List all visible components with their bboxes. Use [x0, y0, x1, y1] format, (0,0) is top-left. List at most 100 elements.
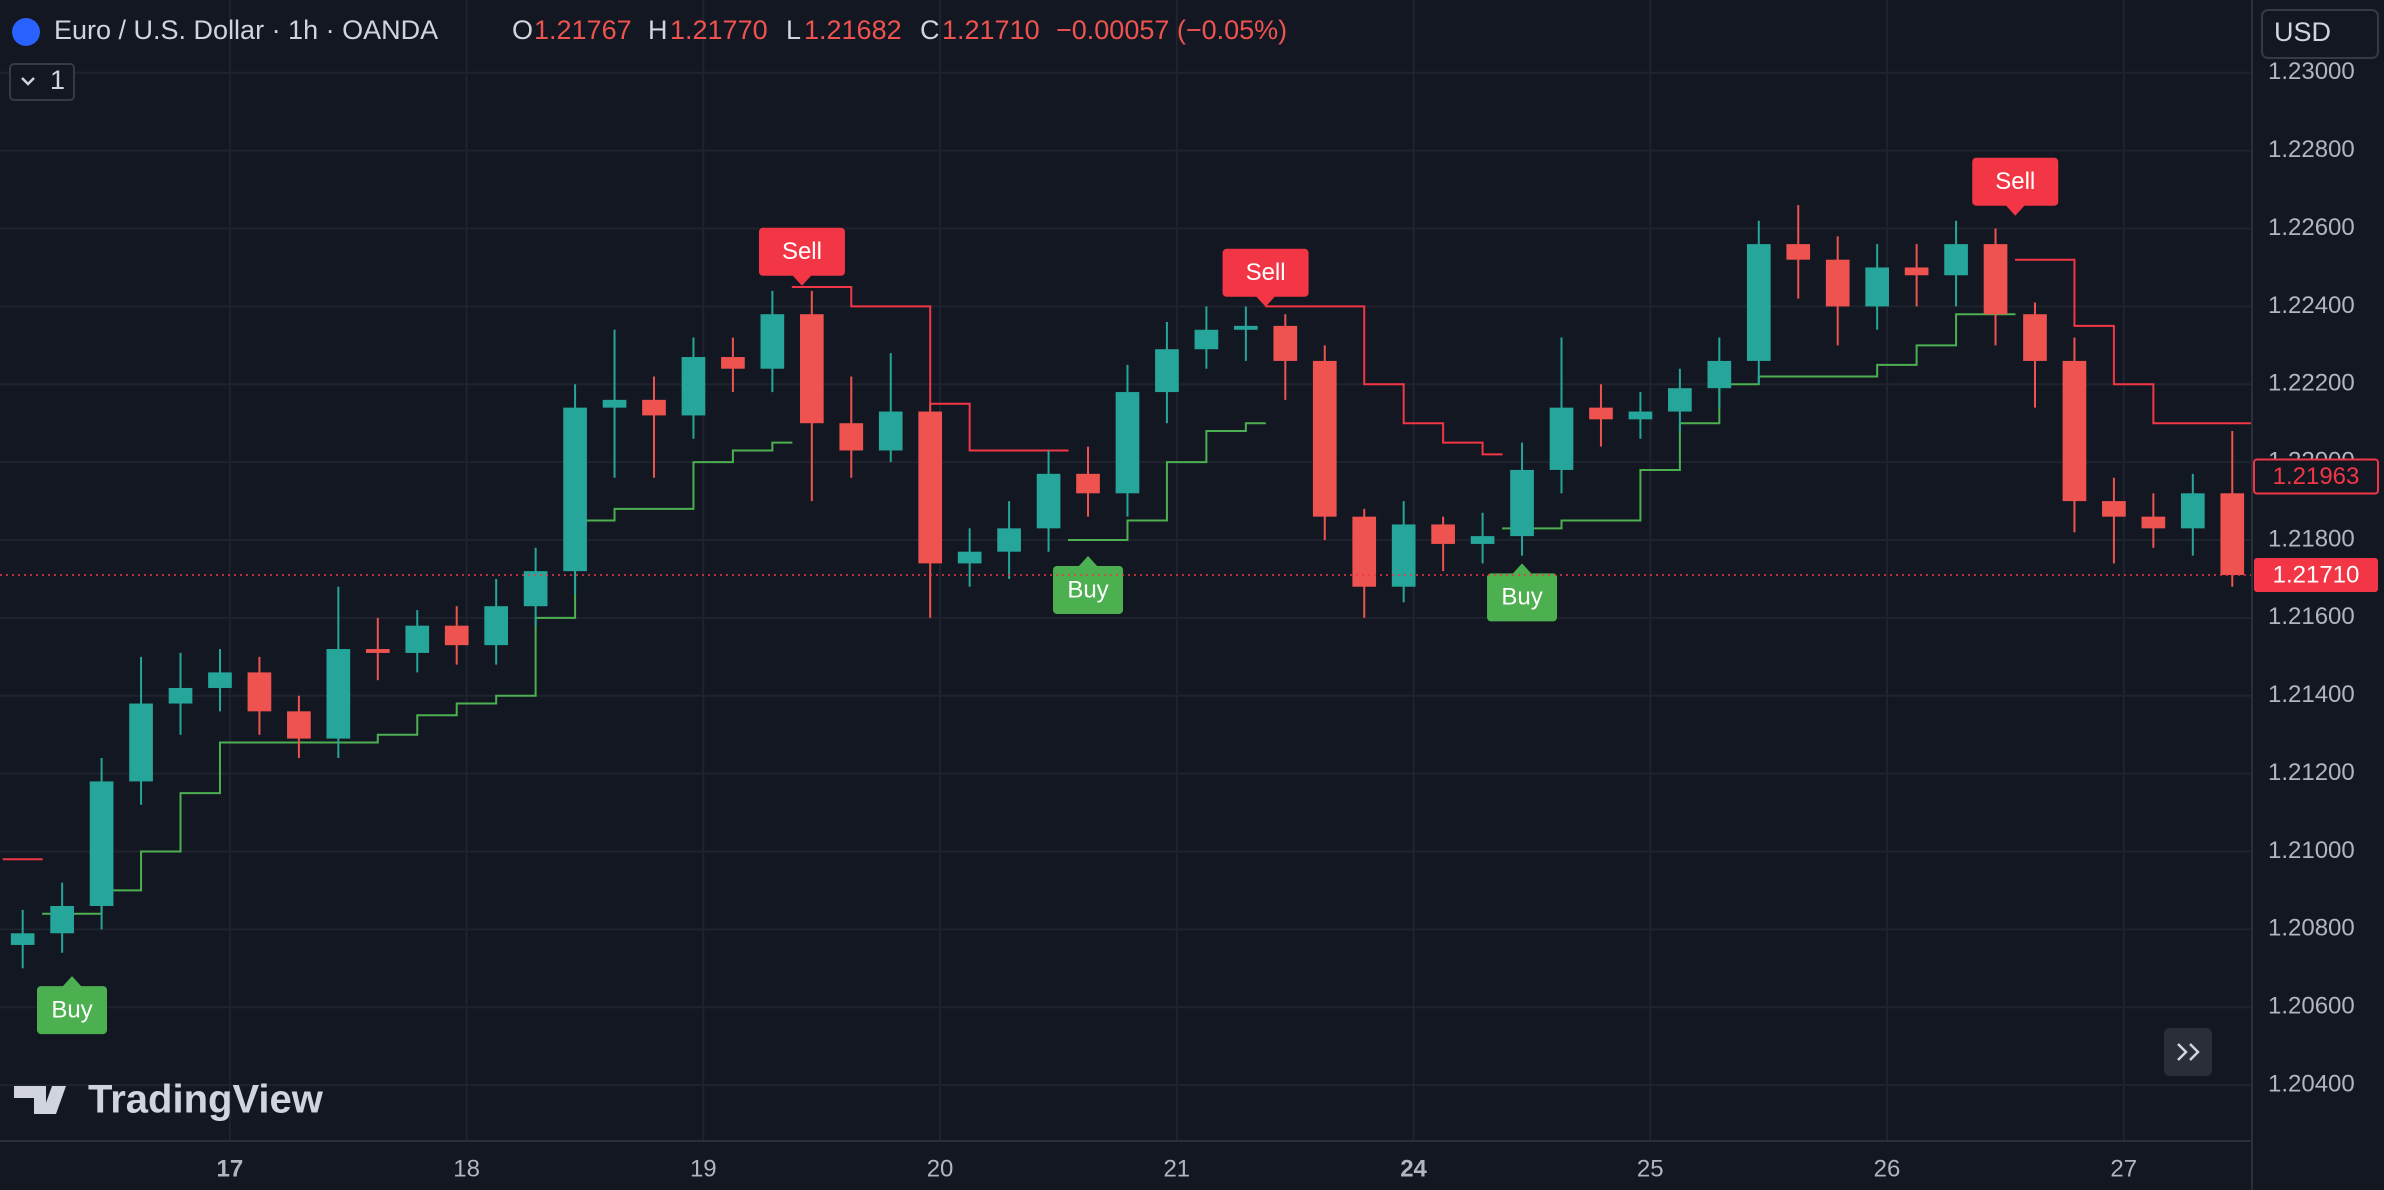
- currency-box[interactable]: [2261, 9, 2379, 59]
- candle-body: [2141, 516, 2166, 529]
- candle-body: [1312, 360, 1337, 517]
- currency: USD: [2274, 17, 2331, 47]
- candle-body: [721, 357, 745, 369]
- ohlc-l: 1.21682: [804, 15, 902, 45]
- x-tick-label: 20: [927, 1155, 954, 1182]
- brand: TradingView: [88, 1078, 324, 1122]
- ohlc-o: 1.21767: [534, 15, 632, 45]
- indicator-price-label: 1.21963: [2273, 463, 2360, 490]
- signal-box: [1222, 248, 1309, 297]
- axes: 1.20400 1.20600 1.20800 1.21000 1.21200 1.214…: [216, 58, 2379, 1182]
- symbol-icon: [12, 18, 40, 46]
- candle-body: [1273, 325, 1298, 361]
- signal-pointer: [791, 274, 812, 286]
- signal-pointer: [1512, 563, 1533, 575]
- candle-body: [365, 649, 390, 653]
- candle-body: [839, 423, 864, 451]
- x-tick-label: 18: [453, 1155, 480, 1182]
- candle-body: [760, 314, 785, 369]
- candle-body: [681, 357, 706, 416]
- ohlc-l-label: L: [786, 15, 801, 45]
- y-tick-label: 1.22400: [2268, 292, 2355, 319]
- scroll-box[interactable]: [2164, 1028, 2212, 1076]
- candle-body: [1746, 244, 1771, 361]
- signal-label: Sell: [1246, 259, 1286, 286]
- indicator-count: 1: [50, 65, 65, 95]
- candle-body: [50, 906, 74, 934]
- ohlc-c-label: C: [920, 15, 940, 45]
- plot: Buy Sell Buy Sell Buy Sell: [0, 157, 2253, 1035]
- candle-body: [129, 703, 153, 782]
- candle-body: [1234, 325, 1258, 330]
- toggle-box[interactable]: [9, 63, 75, 101]
- ohlc-c: 1.21710: [942, 15, 1040, 45]
- candle-body: [2102, 501, 2126, 517]
- ohlc-o-label: O: [512, 15, 533, 45]
- candle-body: [10, 933, 35, 945]
- ohlc-h: 1.21770: [670, 15, 768, 45]
- candle-body: [1036, 473, 1061, 529]
- signal-pointer: [2005, 204, 2026, 216]
- signal-label: Sell: [782, 238, 822, 265]
- candle-body: [1510, 469, 1534, 537]
- signal-pointer: [1255, 295, 1276, 307]
- candle-body: [1155, 349, 1179, 393]
- y-tick-label: 1.21600: [2268, 603, 2355, 630]
- candle-body: [168, 687, 193, 704]
- candle-body: [1825, 259, 1850, 307]
- candle-body: [208, 672, 232, 688]
- candle-body: [326, 649, 351, 739]
- y-tick-label: 1.22600: [2268, 214, 2355, 241]
- candle-body: [2180, 493, 2205, 529]
- indicator-price-box: [2253, 458, 2379, 495]
- signal-box: [1487, 573, 1558, 622]
- signal-label: Buy: [51, 996, 92, 1023]
- scroll-button[interactable]: [2164, 1028, 2212, 1076]
- candle-body: [1865, 267, 1889, 307]
- candle-body: [484, 606, 509, 646]
- candle-body: [2023, 314, 2047, 361]
- signal-label: Buy: [1067, 576, 1108, 603]
- candle-body: [2220, 493, 2245, 576]
- candle-body: [957, 551, 982, 564]
- x-tick-label: 21: [1163, 1155, 1190, 1182]
- y-tick-label: 1.22800: [2268, 136, 2355, 163]
- signal-box: [1972, 157, 2059, 206]
- candle-body: [1944, 244, 1968, 276]
- candle-body: [287, 711, 311, 739]
- signal-box: [37, 986, 108, 1035]
- candle-body: [1194, 329, 1219, 350]
- candle-body: [2062, 360, 2087, 502]
- candle-body: [523, 571, 548, 607]
- candle-body: [1076, 473, 1100, 494]
- y-tick-label: 1.20400: [2268, 1070, 2355, 1097]
- x-tick-label: 25: [1637, 1155, 1664, 1182]
- candle-body: [1983, 244, 2008, 315]
- candle-body: [799, 314, 824, 424]
- candle-body: [602, 399, 627, 408]
- brand-logo: [14, 1086, 66, 1114]
- last-price-label: 1.21710: [2273, 561, 2360, 588]
- signal-label: Buy: [1501, 584, 1542, 611]
- candle-body: [1470, 536, 1495, 544]
- candle-body: [563, 407, 587, 572]
- candle-body: [444, 625, 469, 646]
- candle-body: [997, 528, 1021, 552]
- ohlc-change: −0.00057 (−0.05%): [1056, 15, 1287, 45]
- candle-body: [1904, 267, 1929, 276]
- candle-body: [1431, 524, 1455, 544]
- candle-body: [89, 781, 114, 907]
- y-tick-label: 1.20600: [2268, 993, 2355, 1020]
- candle-body: [1352, 516, 1377, 587]
- indicator-toggle[interactable]: 1: [9, 63, 75, 101]
- x-tick-label: 17: [216, 1155, 243, 1182]
- candle-body: [1786, 244, 1811, 260]
- candle-body: [642, 399, 666, 416]
- candle-body: [405, 625, 430, 653]
- candle-body: [1391, 524, 1416, 587]
- candle-body: [878, 411, 903, 451]
- x-tick-label: 19: [690, 1155, 717, 1182]
- currency-button[interactable]: USD: [2261, 9, 2379, 59]
- candle-body: [918, 411, 943, 564]
